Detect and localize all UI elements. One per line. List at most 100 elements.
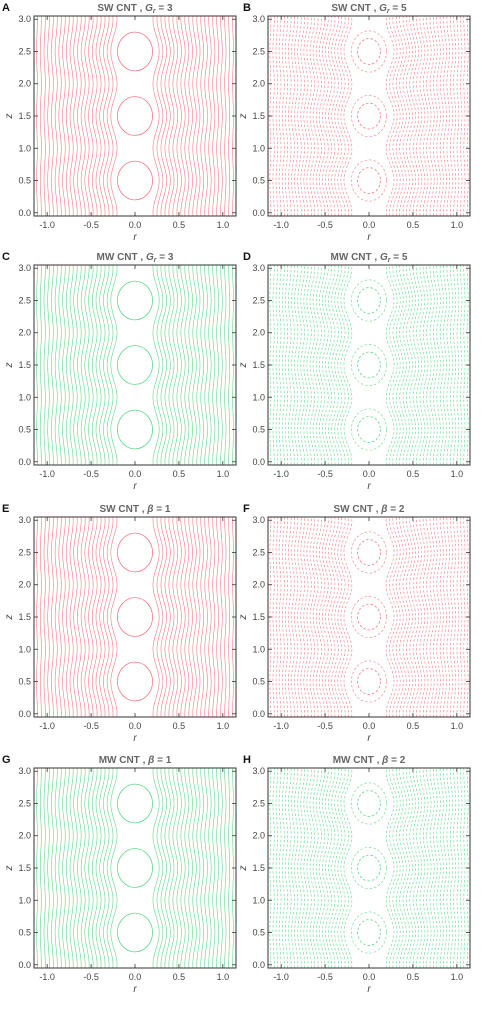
contour-line: [315, 16, 322, 216]
x-tick-label: 1.0: [451, 220, 464, 230]
contour-line: [325, 768, 332, 968]
contour-line: [66, 265, 70, 465]
contour-line: [196, 16, 201, 216]
contour-line: [309, 768, 316, 968]
closed-cell-contour: [351, 782, 387, 825]
closed-cell-contour: [357, 919, 381, 946]
contour-line: [281, 16, 285, 216]
contour-line: [62, 768, 66, 968]
x-tick-label: 0.5: [173, 469, 186, 479]
closed-cell-contour: [117, 96, 153, 136]
contour-line: [275, 768, 278, 968]
x-tick-label: 0.5: [173, 721, 186, 731]
y-tick-label: 1.0: [18, 895, 31, 905]
plot-frame: [33, 516, 237, 718]
contour-line: [62, 16, 66, 216]
y-axis-label: z: [4, 866, 15, 872]
y-tick-label: 2.0: [18, 580, 31, 590]
x-tick-label: 0.5: [173, 220, 186, 230]
contour-line: [321, 16, 329, 216]
contour-line: [184, 517, 190, 717]
contour-line: [95, 517, 102, 717]
contour-line: [399, 265, 407, 465]
contour-line: [300, 768, 305, 968]
contour-line: [200, 265, 204, 465]
contour-line: [80, 265, 86, 465]
contour-line: [84, 517, 90, 717]
contour-line: [184, 768, 190, 968]
closed-cell-contour: [117, 848, 153, 888]
x-tick-label: -1.0: [39, 220, 55, 230]
x-tick-label: -1.0: [39, 972, 55, 982]
contour-line: [176, 517, 182, 717]
closed-cell-contour: [117, 661, 153, 702]
panel-title: SW CNT , β = 2: [334, 504, 405, 515]
y-tick-label: 1.0: [252, 392, 265, 402]
contour-line: [294, 16, 299, 216]
contour-line: [208, 16, 212, 216]
contour-line: [392, 517, 401, 717]
contour-line: [176, 768, 182, 968]
contour-line: [389, 16, 398, 216]
x-tick-label: 0.5: [407, 721, 420, 731]
x-tick-label: -0.5: [83, 972, 99, 982]
contour-line: [334, 768, 343, 968]
y-tick-label: 0.0: [18, 709, 31, 719]
x-tick-label: 1.0: [217, 469, 230, 479]
contour-line: [456, 517, 460, 717]
y-tick-label: 2.5: [252, 798, 265, 808]
contour-line: [446, 265, 450, 465]
contour-line: [312, 768, 319, 968]
contour-line: [406, 16, 413, 216]
panel-letter: B: [243, 2, 251, 14]
contour-line: [422, 768, 429, 968]
closed-cell-contour: [357, 102, 381, 130]
contour-line: [180, 517, 186, 717]
contour-line: [188, 265, 193, 465]
contour-line: [156, 517, 164, 717]
contour-line: [433, 16, 438, 216]
y-tick-label: 0.0: [252, 208, 265, 218]
x-axis-label: r: [133, 232, 137, 243]
contour-line: [272, 16, 275, 216]
contour-line: [306, 16, 312, 216]
x-tick-label: -1.0: [273, 220, 289, 230]
x-axis-label: r: [133, 984, 137, 995]
contour-line: [321, 517, 329, 717]
contour-line: [278, 768, 282, 968]
contour-line: [156, 265, 164, 465]
contour-line: [436, 16, 441, 216]
x-axis-label: r: [367, 481, 371, 492]
panel-title: SW CNT , β = 1: [100, 504, 171, 515]
contour-lines: [269, 768, 469, 968]
contour-line: [315, 768, 322, 968]
closed-cell-contour: [351, 911, 387, 954]
x-tick-label: -1.0: [39, 721, 55, 731]
y-tick-label: 3.0: [18, 14, 31, 24]
contour-line: [337, 517, 346, 717]
contour-line: [99, 265, 106, 465]
closed-cell-contour: [357, 167, 381, 194]
contour-line: [91, 16, 98, 216]
contour-line: [88, 768, 94, 968]
contour-line: [43, 768, 46, 968]
contour-line: [47, 265, 50, 465]
contour-line: [429, 16, 435, 216]
x-tick-label: 1.0: [451, 721, 464, 731]
x-tick-label: 0.5: [407, 220, 420, 230]
y-tick-label: 3.0: [18, 766, 31, 776]
x-axis-label: r: [367, 984, 371, 995]
contour-line: [160, 265, 167, 465]
contour-line: [433, 517, 438, 717]
contour-line: [168, 16, 175, 216]
contour-line: [340, 768, 349, 968]
contour-line: [69, 265, 74, 465]
y-tick-label: 0.0: [252, 960, 265, 970]
contour-line: [77, 16, 82, 216]
closed-cell-contour: [351, 95, 387, 137]
closed-cell-contour: [117, 532, 153, 573]
contour-line: [288, 517, 292, 717]
panel-title: SW CNT , Gr = 5: [331, 3, 407, 15]
y-axis-label: z: [238, 363, 249, 369]
